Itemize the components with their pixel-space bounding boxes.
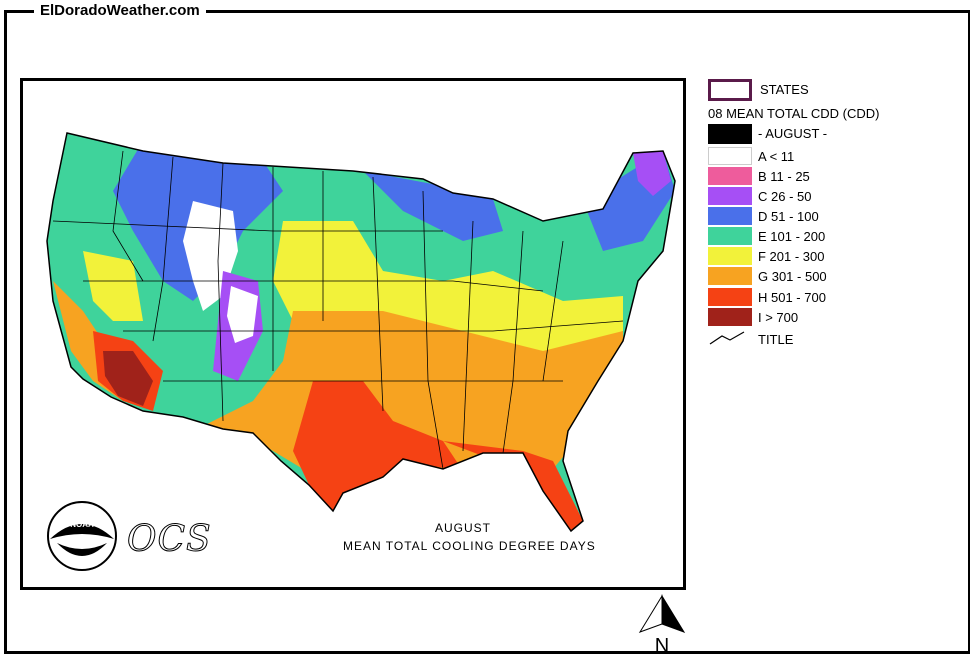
legend-label: H 501 - 700 bbox=[758, 289, 826, 305]
legend-title-label: TITLE bbox=[758, 332, 794, 347]
state-borders bbox=[52, 150, 624, 470]
legend-row-i: I > 700 bbox=[708, 307, 798, 327]
legend-swatch bbox=[708, 207, 752, 225]
legend-row-a: A < 11 bbox=[708, 146, 794, 166]
us-cdd-map bbox=[46, 132, 676, 533]
legend-row-f: F 201 - 300 bbox=[708, 246, 825, 266]
legend-swatch bbox=[708, 167, 752, 185]
zone-red-gulf bbox=[443, 441, 583, 531]
legend-swatch bbox=[708, 267, 752, 285]
legend-row-b: B 11 - 25 bbox=[708, 166, 810, 186]
site-title[interactable]: ElDoradoWeather.com bbox=[34, 2, 206, 20]
legend-label: B 11 - 25 bbox=[758, 168, 810, 184]
legend-row-g: G 301 - 500 bbox=[708, 266, 827, 286]
map-caption-month: AUGUST bbox=[435, 521, 492, 535]
legend-label: F 201 - 300 bbox=[758, 248, 825, 264]
map-frame: NOAA OCS AUGUST MEAN TOTAL COOLING DEGRE… bbox=[20, 78, 686, 590]
north-arrow-icon: N bbox=[638, 594, 686, 656]
legend-swatch bbox=[708, 187, 752, 205]
ocs-text: OCS bbox=[127, 519, 212, 561]
zone-purple-maine bbox=[633, 151, 671, 196]
legend-states-label: STATES bbox=[760, 82, 809, 97]
legend-swatch bbox=[708, 288, 752, 306]
legend-swatch bbox=[708, 247, 752, 265]
legend-states-swatch bbox=[708, 79, 752, 101]
noaa-logo: NOAA bbox=[47, 501, 117, 571]
legend-swatch bbox=[708, 227, 752, 245]
legend-row-d: D 51 - 100 bbox=[708, 206, 819, 226]
legend-label: G 301 - 500 bbox=[758, 268, 827, 284]
zone-yellow-west bbox=[83, 251, 143, 321]
legend-swatch bbox=[708, 308, 752, 326]
zone-red-texas bbox=[293, 381, 463, 511]
legend-label: A < 11 bbox=[758, 148, 795, 164]
zone-white-colorado bbox=[227, 286, 258, 343]
legend-title: 08 MEAN TOTAL CDD (CDD) bbox=[708, 106, 880, 121]
legend-row-c: C 26 - 50 bbox=[708, 186, 811, 206]
map-caption-title: MEAN TOTAL COOLING DEGREE DAYS bbox=[343, 539, 596, 553]
legend-month-label: - AUGUST - bbox=[758, 126, 828, 141]
legend-label: E 101 - 200 bbox=[758, 228, 826, 244]
zone-blue-greatlakes bbox=[363, 171, 503, 241]
svg-text:N: N bbox=[655, 635, 669, 656]
legend-label: D 51 - 100 bbox=[758, 208, 819, 224]
svg-text:NOAA: NOAA bbox=[70, 520, 94, 529]
legend-row-h: H 501 - 700 bbox=[708, 287, 826, 307]
zone-darkred-desert bbox=[103, 351, 153, 406]
legend-row-e: E 101 - 200 bbox=[708, 226, 825, 246]
title-line-icon bbox=[709, 331, 745, 345]
legend-label: I > 700 bbox=[758, 309, 799, 325]
legend-label: C 26 - 50 bbox=[758, 188, 812, 204]
legend-swatch bbox=[708, 147, 752, 165]
us-outline bbox=[46, 132, 676, 533]
legend-month-swatch bbox=[708, 124, 752, 144]
outer-frame bbox=[4, 10, 970, 654]
